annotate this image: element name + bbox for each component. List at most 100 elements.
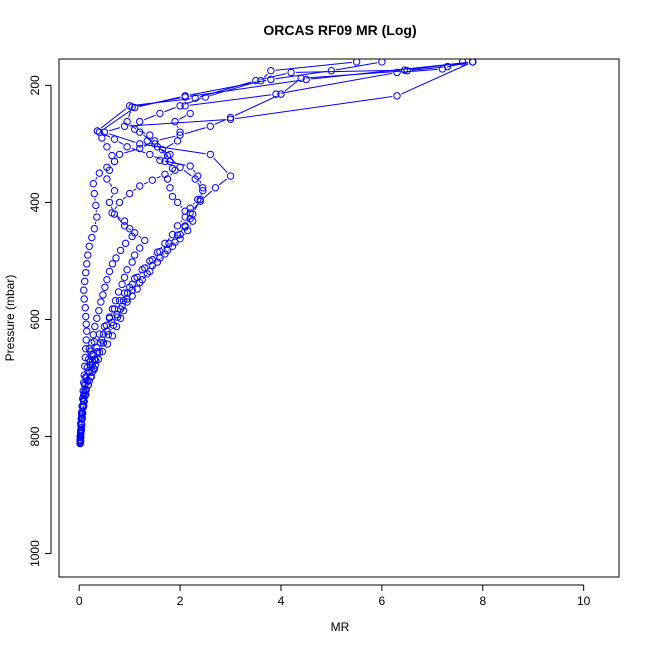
data-point xyxy=(168,164,177,173)
data-point xyxy=(92,356,100,365)
data-point xyxy=(81,277,89,286)
series-segment xyxy=(189,94,272,106)
data-point xyxy=(80,378,88,387)
data-point xyxy=(403,67,411,75)
data-point xyxy=(76,432,84,441)
data-point xyxy=(108,209,116,217)
data-point xyxy=(199,186,207,195)
data-point xyxy=(166,150,174,159)
data-point xyxy=(166,184,174,192)
data-point xyxy=(211,184,220,192)
data-point xyxy=(110,135,119,143)
data-point xyxy=(99,330,108,338)
data-point xyxy=(136,182,144,190)
series-segment xyxy=(159,135,176,141)
data-point xyxy=(196,195,204,204)
series-segment xyxy=(110,206,114,210)
data-point xyxy=(110,157,119,166)
data-point xyxy=(128,258,136,266)
data-point xyxy=(156,247,164,256)
series-segment xyxy=(167,249,170,251)
data-point xyxy=(176,131,184,139)
data-point xyxy=(201,93,210,101)
data-point xyxy=(88,339,96,347)
data-point xyxy=(194,172,202,180)
series-segment xyxy=(214,118,227,125)
data-point xyxy=(123,266,131,274)
data-point xyxy=(99,291,107,299)
data-point xyxy=(125,102,134,110)
data-point xyxy=(82,268,90,277)
data-point xyxy=(111,297,120,305)
series-segment xyxy=(162,253,165,255)
data-point xyxy=(116,305,125,313)
series-segment xyxy=(409,62,468,71)
data-point xyxy=(123,143,131,151)
data-point xyxy=(83,327,91,335)
series-segment xyxy=(180,220,183,223)
data-point xyxy=(103,143,111,151)
data-point xyxy=(141,264,149,272)
data-point xyxy=(90,225,99,233)
data-point xyxy=(76,429,85,437)
data-point xyxy=(181,222,189,230)
data-point xyxy=(79,387,87,395)
series-segment xyxy=(203,190,213,199)
series-segment xyxy=(138,235,142,238)
y-axis: 200 400 600 800 1000 xyxy=(28,75,52,567)
data-point xyxy=(78,402,86,410)
y-axis-label: Pressure (mbar) xyxy=(3,275,17,362)
data-point xyxy=(191,94,199,102)
data-point xyxy=(458,59,467,66)
data-point xyxy=(89,179,98,188)
data-point xyxy=(110,186,119,195)
data-point xyxy=(146,150,154,159)
data-point xyxy=(136,144,144,153)
series-segment xyxy=(152,265,155,269)
data-point xyxy=(146,267,154,276)
data-point xyxy=(130,125,139,133)
series-segment xyxy=(194,203,199,211)
data-point xyxy=(85,355,93,363)
series-segment xyxy=(305,70,403,79)
x-tick-label: 4 xyxy=(278,594,285,608)
series-segment xyxy=(143,114,156,121)
series-segment xyxy=(164,153,168,158)
x-axis-label: MR xyxy=(331,620,350,634)
data-point xyxy=(103,275,111,284)
data-point xyxy=(103,175,111,183)
series-segment xyxy=(151,142,154,145)
data-point xyxy=(108,260,117,268)
data-point xyxy=(136,117,144,126)
series-segment xyxy=(117,217,122,223)
series-segment xyxy=(164,107,176,113)
x-tick-label: 0 xyxy=(76,594,83,608)
data-point xyxy=(181,102,189,110)
series-segment xyxy=(155,254,158,257)
series-segment xyxy=(183,169,192,177)
data-point xyxy=(84,381,92,389)
series-segment xyxy=(163,156,167,159)
series-segment xyxy=(172,238,175,241)
data-point xyxy=(136,244,144,252)
plot-frame xyxy=(58,58,620,578)
y-tick-label: 400 xyxy=(28,192,42,212)
series-segment xyxy=(100,108,127,129)
data-point xyxy=(468,59,477,66)
data-point xyxy=(90,189,99,198)
data-point xyxy=(125,189,134,198)
data-point xyxy=(146,131,154,139)
data-point xyxy=(93,314,101,322)
data-point xyxy=(123,289,132,297)
data-point xyxy=(393,92,401,100)
x-tick-label: 10 xyxy=(577,594,591,608)
data-point xyxy=(91,322,99,331)
y-tick-label: 800 xyxy=(28,426,42,446)
data-point xyxy=(206,150,215,159)
data-point xyxy=(80,295,88,303)
data-point xyxy=(188,210,197,218)
data-point xyxy=(86,347,94,355)
series-segment xyxy=(156,175,161,179)
series-segment xyxy=(167,237,170,241)
